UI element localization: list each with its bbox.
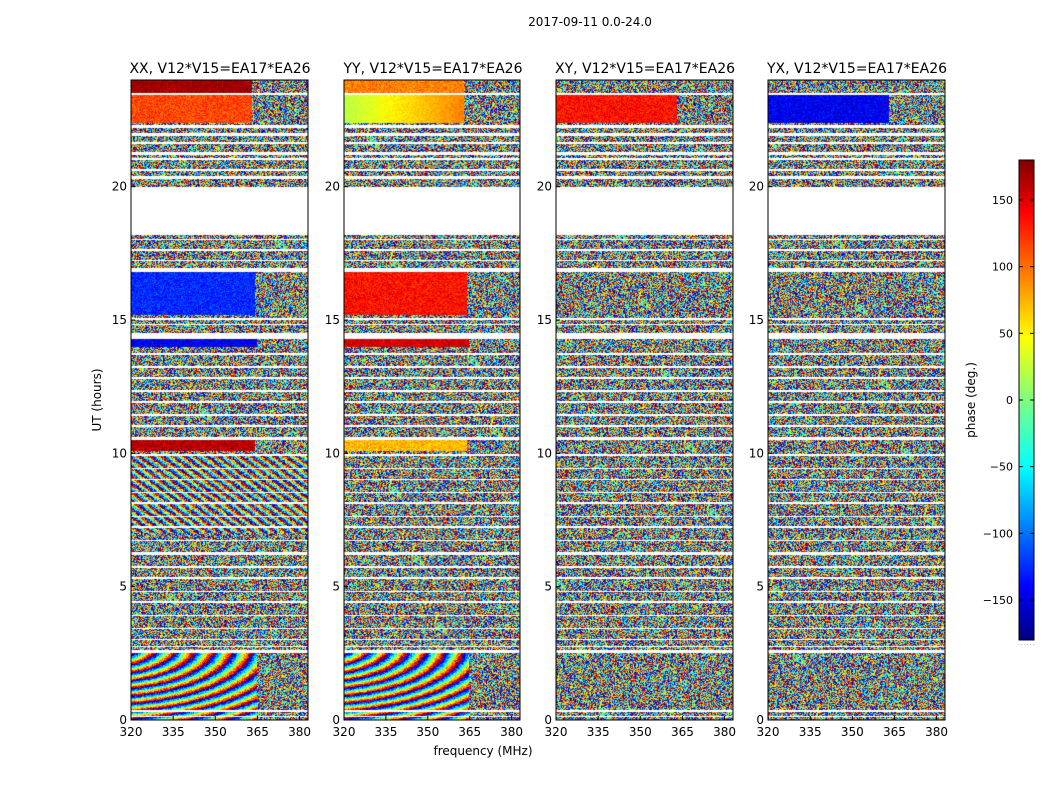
- panel-xy-ytick-label: 5: [544, 580, 552, 594]
- panel-xy-xtick-label: 335: [587, 725, 610, 739]
- panel-yy: YY, V12*V15=EA17*EA26 320 335 350 365 380 0 5 1…: [325, 61, 523, 739]
- colorbar: 150 100 50 0 −50 −100 −150 phase (deg.): [964, 159, 1035, 641]
- panel-xx-ytick-label: 15: [112, 313, 127, 327]
- panel-yy-xtick-label: 350: [416, 725, 439, 739]
- x-axis-label: frequency (MHz): [433, 744, 532, 758]
- panel-yy-title: YY, V12*V15=EA17*EA26: [343, 61, 523, 77]
- panel-xy-xtick-label: 380: [713, 725, 736, 739]
- panel-yy-ytick-label: 10: [325, 446, 340, 460]
- panel-xx-frame: [130, 79, 309, 721]
- panel-yx-frame: [767, 79, 946, 721]
- panel-xy-ytick-label: 10: [537, 446, 552, 460]
- colorbar-overflow-dots: ......: [1018, 640, 1036, 647]
- panel-yx-xtick-label: 350: [841, 725, 864, 739]
- panel-yx-ytick-label: 10: [749, 446, 764, 460]
- panel-xx-xtick-label: 380: [288, 725, 311, 739]
- colorbar-ticks: 150 100 50 0 −50 −100 −150: [983, 194, 1034, 607]
- colorbar-tick-label: −50: [990, 461, 1013, 474]
- panel-xx-xtick-label: 335: [162, 725, 185, 739]
- panel-xy-heatmap: [556, 80, 733, 720]
- panel-yx-xtick-label: 365: [883, 725, 906, 739]
- panel-xx-ytick-label: 5: [119, 580, 127, 594]
- panel-xy: XY, V12*V15=EA17*EA26 320 335 350 365 380 0 5 1…: [537, 61, 736, 739]
- colorbar-tick-label: 100: [992, 261, 1013, 274]
- panel-xx-xtick-label: 320: [120, 725, 143, 739]
- panel-yy-ytick-label: 0: [332, 713, 340, 727]
- panel-yy-xtick-label: 320: [333, 725, 356, 739]
- panel-xy-ytick-label: 0: [544, 713, 552, 727]
- colorbar-tick-label: 150: [992, 194, 1013, 207]
- panel-yy-xtick-label: 335: [374, 725, 397, 739]
- panel-xx-ytick-label: 20: [112, 180, 127, 194]
- panel-yx-ytick-label: 15: [749, 313, 764, 327]
- panel-xx-xtick-label: 365: [246, 725, 269, 739]
- panel-yy-ticks: 320 335 350 365 380 0 5 10 15 20: [325, 180, 523, 739]
- panel-yy-frame: [343, 79, 521, 721]
- panel-yx-title: YX, V12*V15=EA17*EA26: [766, 61, 947, 77]
- panel-yx-xtick-label: 335: [799, 725, 822, 739]
- panel-xx-ytick-label: 10: [112, 446, 127, 460]
- panel-xy-frame: [555, 79, 734, 721]
- panel-yx-ticks: 320 335 350 365 380 0 5 10 15 20: [749, 180, 948, 739]
- colorbar-label: phase (deg.): [964, 362, 978, 438]
- colorbar-tick-label: 0: [1006, 394, 1013, 407]
- panel-yx-xtick-label: 380: [925, 725, 948, 739]
- panel-xx-ytick-label: 0: [119, 713, 127, 727]
- panel-xx-title: XX, V12*V15=EA17*EA26: [129, 61, 310, 77]
- panel-xy-xtick-label: 320: [545, 725, 568, 739]
- panel-yx-ytick-label: 20: [749, 180, 764, 194]
- panel-xx: XX, V12*V15=EA17*EA26 320 335 350 365 380 0 5 1…: [112, 61, 311, 739]
- figure-title: 2017-09-11 0.0-24.0: [528, 15, 652, 29]
- panel-xx-xtick-label: 350: [204, 725, 227, 739]
- panel-yy-xtick-label: 365: [458, 725, 481, 739]
- panel-yy-ytick-label: 15: [325, 313, 340, 327]
- panel-yy-ytick-label: 20: [325, 180, 340, 194]
- panel-yx: YX, V12*V15=EA17*EA26 320 335 350 365 380 0 5 1…: [749, 61, 948, 739]
- panel-yx-heatmap: [768, 80, 945, 720]
- panel-yy-xtick-label: 380: [500, 725, 523, 739]
- panel-xy-ticks: 320 335 350 365 380 0 5 10 15 20: [537, 180, 736, 739]
- panel-xx-ticks: 320 335 350 365 380 0 5 10 15 20: [112, 180, 311, 739]
- panel-xy-xtick-label: 350: [629, 725, 652, 739]
- panel-xy-xtick-label: 365: [671, 725, 694, 739]
- colorbar-tick-label: 50: [999, 327, 1013, 340]
- panel-xx-heatmap: [131, 80, 308, 720]
- panel-xy-ytick-label: 15: [537, 313, 552, 327]
- panel-yy-ytick-label: 5: [332, 580, 340, 594]
- colorbar-tick-label: −150: [983, 594, 1013, 607]
- panel-yy-heatmap: [344, 80, 520, 720]
- colorbar-tick-label: −100: [983, 527, 1013, 540]
- panel-yx-ytick-label: 5: [756, 580, 764, 594]
- panel-xy-ytick-label: 20: [537, 180, 552, 194]
- panel-yx-ytick-label: 0: [756, 713, 764, 727]
- panel-xy-title: XY, V12*V15=EA17*EA26: [555, 61, 735, 77]
- panel-yx-xtick-label: 320: [757, 725, 780, 739]
- y-axis-label: UT (hours): [90, 368, 104, 431]
